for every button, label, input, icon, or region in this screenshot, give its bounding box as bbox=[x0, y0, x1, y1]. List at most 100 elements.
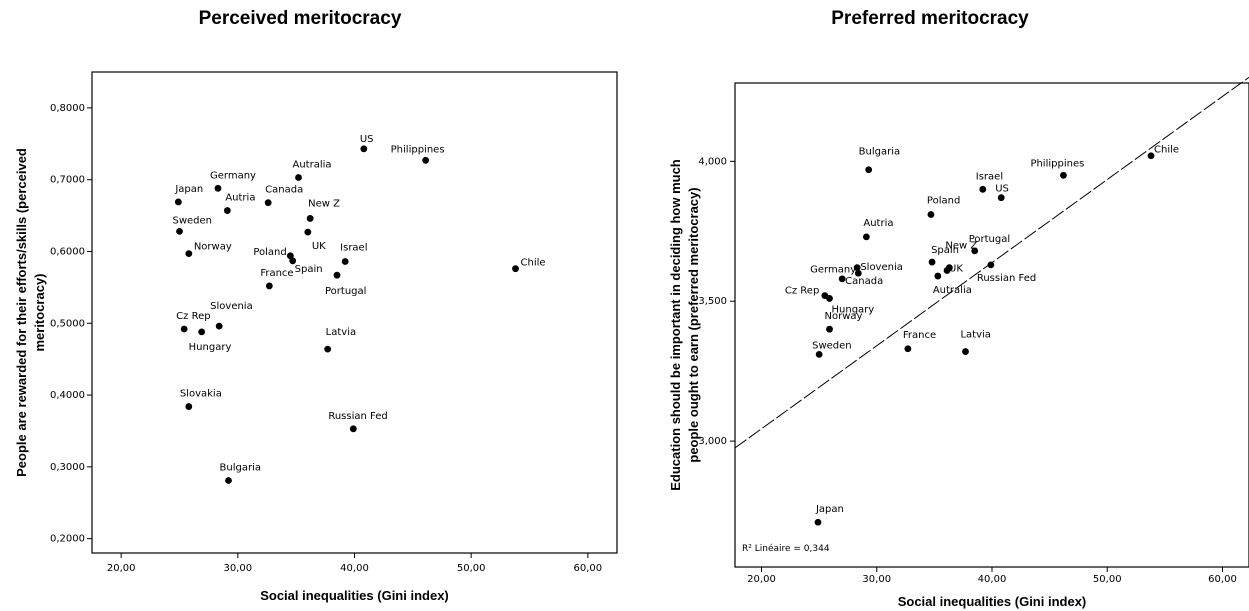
perceived-point-label: Spain bbox=[295, 264, 323, 275]
preferred-point-label: Sweden bbox=[812, 340, 852, 351]
preferred-point-label: Russian Fed bbox=[977, 273, 1036, 284]
perceived-data-point bbox=[185, 250, 193, 258]
perceived-data-point bbox=[223, 207, 231, 214]
perceived-data-point bbox=[324, 345, 332, 353]
perceived-point-label: Hungary bbox=[189, 342, 232, 353]
chart-title-perceived: Perceived meritocracy bbox=[198, 8, 402, 29]
perceived-x-tick-label: 50,00 bbox=[457, 563, 486, 574]
preferred-point-label: Portugal bbox=[969, 234, 1010, 245]
perceived-data-point bbox=[265, 282, 273, 290]
perceived-data-point bbox=[225, 477, 232, 484]
preferred-chart: 20,00 30,00 40,00 50,00 60,00 3,000 3,500 4,000… bbox=[668, 76, 1249, 609]
perceived-point-label: Sweden bbox=[173, 215, 213, 226]
perceived-data-point bbox=[176, 227, 183, 235]
perceived-point-label: Portugal bbox=[325, 286, 366, 297]
perceived-point-label: Slovenia bbox=[210, 301, 253, 312]
preferred-x-axis-label: Social inequalities (Gini index) bbox=[898, 594, 1087, 609]
preferred-x-tick-label: 50,00 bbox=[1093, 574, 1122, 585]
perceived-plot-frame bbox=[91, 71, 618, 554]
perceived-y-tick-label: 0,8000 bbox=[50, 103, 85, 114]
preferred-point-label: Autralia bbox=[933, 285, 972, 296]
preferred-data-point bbox=[838, 275, 846, 283]
preferred-y-axis-label: Education should be important in decidin… bbox=[668, 159, 683, 491]
perceived-x-tick-label: 60,00 bbox=[574, 563, 603, 574]
preferred-data-point bbox=[934, 272, 942, 280]
preferred-point-label: Philippines bbox=[1030, 158, 1084, 169]
preferred-y-axis-label: people ought to earn (preferred meritocr… bbox=[686, 187, 701, 462]
perceived-y-tick-label: 0,4000 bbox=[50, 390, 85, 401]
perceived-point-label: Autria bbox=[225, 193, 255, 204]
preferred-point-label: New Z bbox=[945, 241, 977, 252]
preferred-point-label: Chile bbox=[1154, 145, 1179, 156]
preferred-data-point bbox=[987, 261, 995, 269]
perceived-point-label: Poland bbox=[253, 247, 286, 258]
perceived-point-label: Chile bbox=[521, 258, 546, 269]
preferred-x-tick-label: 40,00 bbox=[978, 574, 1007, 585]
preferred-point-label: Hungary bbox=[832, 304, 875, 315]
perceived-x-tick-label: 40,00 bbox=[340, 563, 369, 574]
preferred-y-tick-label: 4,000 bbox=[698, 156, 727, 167]
preferred-data-point bbox=[865, 166, 873, 174]
preferred-data-point bbox=[979, 185, 987, 193]
preferred-y-tick-label: 3,000 bbox=[698, 436, 727, 447]
preferred-data-point bbox=[997, 194, 1005, 202]
preferred-data-point bbox=[854, 269, 862, 277]
perceived-point-label: UK bbox=[312, 241, 326, 252]
perceived-data-point bbox=[215, 322, 223, 330]
preferred-point-label: Canada bbox=[845, 276, 883, 287]
preferred-data-point bbox=[928, 258, 936, 266]
perceived-point-label: Autralia bbox=[293, 160, 332, 171]
perceived-x-axis-label: Social inequalities (Gini index) bbox=[260, 588, 449, 603]
perceived-data-point bbox=[295, 174, 302, 181]
perceived-point-label: France bbox=[260, 268, 293, 279]
perceived-data-point bbox=[174, 198, 182, 206]
perceived-data-point bbox=[333, 271, 341, 279]
perceived-point-label: Norway bbox=[194, 242, 232, 253]
perceived-data-point bbox=[214, 184, 222, 192]
preferred-point-label: Autria bbox=[863, 218, 893, 229]
perceived-y-axis-label: People are rewarded for their efforts/sk… bbox=[14, 148, 29, 477]
preferred-data-point bbox=[814, 518, 822, 526]
preferred-point-label: France bbox=[903, 330, 936, 341]
perceived-data-point bbox=[304, 228, 312, 236]
preferred-data-point bbox=[927, 211, 935, 218]
perceived-point-label: Russian Fed bbox=[328, 411, 387, 422]
perceived-x-tick-label: 20,00 bbox=[107, 563, 136, 574]
perceived-chart: 20,00 30,00 40,00 50,00 60,00 0,2000 0,3000 0,4… bbox=[14, 71, 618, 603]
perceived-point-label: Canada bbox=[265, 185, 303, 196]
perceived-data-point bbox=[185, 403, 193, 410]
perceived-data-point bbox=[264, 199, 272, 207]
perceived-y-tick-label: 0,5000 bbox=[50, 318, 85, 329]
perceived-point-label: Cz Rep bbox=[176, 311, 210, 322]
perceived-data-point bbox=[180, 325, 188, 333]
perceived-y-tick-label: 0,6000 bbox=[50, 246, 85, 257]
preferred-x-tick-label: 30,00 bbox=[862, 574, 891, 585]
preferred-point-label: UK bbox=[949, 263, 963, 274]
preferred-point-label: Japan bbox=[815, 504, 844, 515]
perceived-point-label: Japan bbox=[174, 184, 203, 195]
preferred-data-point bbox=[853, 264, 861, 272]
preferred-data-point bbox=[904, 345, 912, 353]
perceived-x-tick-label: 30,00 bbox=[224, 563, 253, 574]
preferred-point-label: Bulgaria bbox=[859, 147, 900, 158]
perceived-data-point bbox=[306, 215, 314, 222]
preferred-y-tick-label: 3,500 bbox=[698, 296, 727, 307]
perceived-point-label: US bbox=[360, 134, 374, 145]
preferred-x-tick-label: 20,00 bbox=[747, 574, 776, 585]
perceived-point-label: Germany bbox=[210, 170, 256, 181]
perceived-point-label: Bulgaria bbox=[220, 462, 261, 473]
preferred-point-label: Norway bbox=[825, 311, 863, 322]
preferred-data-point bbox=[862, 233, 870, 241]
preferred-data-point bbox=[971, 247, 979, 255]
preferred-data-point bbox=[962, 348, 969, 355]
preferred-data-point bbox=[943, 267, 951, 274]
perceived-data-point bbox=[289, 257, 297, 265]
perceived-point-label: New Z bbox=[308, 198, 340, 209]
preferred-point-label: Israel bbox=[976, 171, 1003, 182]
perceived-data-point bbox=[198, 328, 206, 336]
preferred-point-label: Latvia bbox=[960, 330, 990, 341]
preferred-data-point bbox=[826, 295, 833, 302]
perceived-y-tick-label: 0,2000 bbox=[50, 534, 85, 545]
perceived-y-axis-label: meritocracy) bbox=[32, 273, 47, 351]
